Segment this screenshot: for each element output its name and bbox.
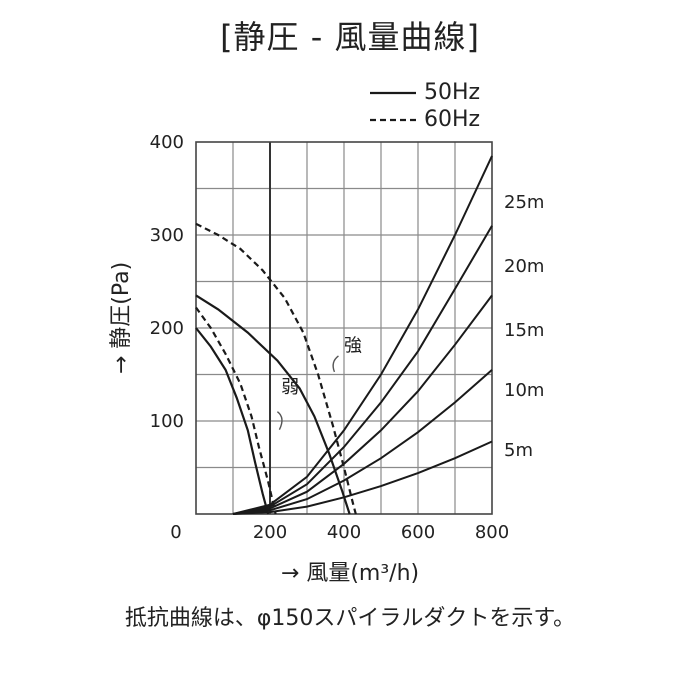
resistance-curve-10m (232, 369, 493, 515)
annotation-leader (276, 411, 283, 431)
resistance-label: 25m (504, 192, 544, 213)
chart-title: [静圧 - 風量曲線] (220, 18, 480, 56)
legend-label: 50Hz (424, 80, 480, 105)
legend-label: 60Hz (424, 107, 480, 132)
mode-annotation: 強 (344, 335, 362, 356)
resistance-label: 20m (504, 256, 544, 277)
fan-curve-60Hz-弱 (195, 306, 277, 515)
y-tick-label: 300 (150, 225, 184, 246)
footnote: 抵抗曲線は、φ150スパイラルダクトを示す。 (124, 606, 576, 631)
labels: 0 200 400 600 800 100 200 300 400 → 風量(m³/h) → 静圧(… (109, 80, 544, 586)
annotation-leader (332, 355, 339, 373)
x-tick-label: 400 (327, 522, 361, 543)
resistance-curve-20m (232, 225, 493, 515)
resistance-curve-15m (232, 294, 493, 515)
fan-curve-50Hz-弱 (195, 327, 270, 515)
fan-curve-60Hz-強 (195, 222, 357, 515)
mode-annotation: 弱 (281, 377, 299, 398)
y-axis-label: → 静圧(Pa) (109, 262, 134, 374)
x-tick-label: 800 (475, 522, 509, 543)
resistance-label: 5m (504, 440, 533, 461)
resistance-curve-5m (232, 440, 493, 515)
resistance-label: 15m (504, 320, 544, 341)
resistance-curve-25m (232, 155, 493, 515)
fan-curve-50Hz-強 (195, 294, 351, 515)
x-tick-label: 0 (170, 522, 181, 543)
resistance-label: 10m (504, 380, 544, 401)
curves (195, 155, 493, 515)
x-tick-label: 600 (401, 522, 435, 543)
x-tick-label: 200 (253, 522, 287, 543)
y-tick-label: 400 (150, 132, 184, 153)
y-tick-label: 200 (150, 318, 184, 339)
x-axis-label: → 風量(m³/h) (281, 561, 419, 586)
y-tick-label: 100 (150, 411, 184, 432)
